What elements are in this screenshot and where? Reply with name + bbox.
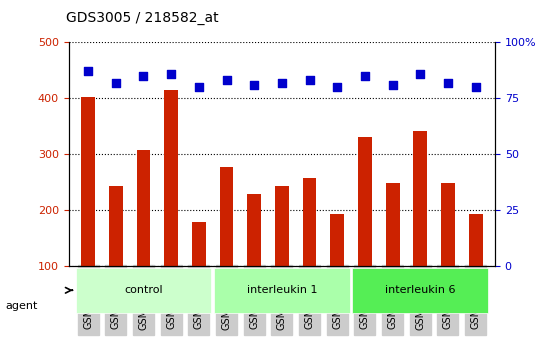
FancyBboxPatch shape (214, 268, 350, 313)
Bar (219, 167, 233, 321)
Bar (331, 214, 344, 321)
Bar (81, 97, 95, 321)
Text: control: control (124, 285, 163, 295)
Point (388, 82, 397, 88)
Bar (469, 214, 482, 321)
Point (195, 84, 204, 90)
Bar (302, 178, 316, 321)
Point (333, 84, 342, 90)
Bar (414, 131, 427, 321)
FancyBboxPatch shape (76, 268, 211, 313)
Text: interleukin 6: interleukin 6 (385, 285, 455, 295)
Point (250, 82, 258, 88)
Point (416, 71, 425, 76)
Text: GDS3005 / 218582_at: GDS3005 / 218582_at (66, 11, 219, 25)
Bar (192, 222, 206, 321)
Bar (386, 183, 399, 321)
Bar (358, 137, 372, 321)
Text: interleukin 1: interleukin 1 (246, 285, 317, 295)
Point (84, 69, 92, 74)
Bar (441, 183, 455, 321)
Bar (248, 194, 261, 321)
FancyBboxPatch shape (353, 268, 488, 313)
Bar (164, 90, 178, 321)
Bar (109, 186, 123, 321)
Point (471, 84, 480, 90)
Point (305, 78, 314, 83)
Point (360, 73, 369, 79)
Bar (275, 186, 289, 321)
Bar (136, 149, 150, 321)
Point (443, 80, 452, 85)
Point (277, 80, 286, 85)
Point (167, 71, 175, 76)
Point (222, 78, 231, 83)
Point (112, 80, 120, 85)
Text: agent: agent (6, 301, 38, 311)
Point (139, 73, 148, 79)
